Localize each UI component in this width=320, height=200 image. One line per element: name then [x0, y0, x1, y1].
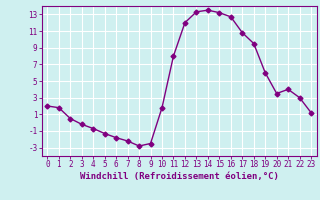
X-axis label: Windchill (Refroidissement éolien,°C): Windchill (Refroidissement éolien,°C): [80, 172, 279, 181]
